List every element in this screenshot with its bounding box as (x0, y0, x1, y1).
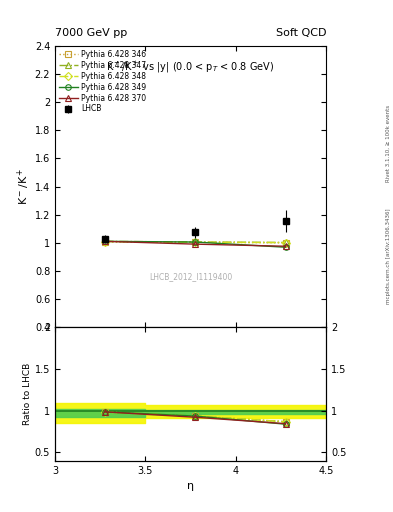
Pythia 6.428 370 (283, 243, 288, 249)
Legend: Pythia 6.428 346, Pythia 6.428 347, Pythia 6.428 348, Pythia 6.428 349, Pythia 6: Pythia 6.428 346, Pythia 6.428 347, Pyth… (57, 48, 148, 115)
Pythia 6.428 370 (102, 238, 107, 244)
Text: LHCB_2012_I1119400: LHCB_2012_I1119400 (149, 272, 232, 281)
X-axis label: η: η (187, 481, 194, 491)
Line: Pythia 6.428 370: Pythia 6.428 370 (102, 239, 288, 249)
Pythia 6.428 347 (283, 240, 288, 246)
Pythia 6.428 370 (193, 241, 197, 247)
Text: 7000 GeV pp: 7000 GeV pp (55, 28, 127, 38)
Text: Rivet 3.1.10, ≥ 100k events: Rivet 3.1.10, ≥ 100k events (386, 105, 391, 182)
Line: Pythia 6.428 348: Pythia 6.428 348 (102, 239, 288, 245)
Pythia 6.428 348 (193, 239, 197, 245)
Pythia 6.428 348 (283, 240, 288, 246)
Text: Soft QCD: Soft QCD (276, 28, 326, 38)
Pythia 6.428 346 (193, 239, 197, 245)
Y-axis label: K$^-$/K$^+$: K$^-$/K$^+$ (16, 168, 32, 205)
Pythia 6.428 346 (102, 239, 107, 245)
Line: Pythia 6.428 346: Pythia 6.428 346 (102, 239, 288, 246)
Pythia 6.428 348 (102, 239, 107, 245)
Pythia 6.428 349 (193, 239, 197, 245)
Text: K$^-$/K$^+$ vs |y| (0.0 < p$_T$ < 0.8 GeV): K$^-$/K$^+$ vs |y| (0.0 < p$_T$ < 0.8 Ge… (107, 60, 275, 75)
Pythia 6.428 347 (102, 238, 107, 244)
Line: Pythia 6.428 347: Pythia 6.428 347 (102, 239, 288, 245)
Y-axis label: Ratio to LHCB: Ratio to LHCB (23, 363, 32, 425)
Pythia 6.428 349 (283, 244, 288, 250)
Text: mcplots.cern.ch [arXiv:1306.3436]: mcplots.cern.ch [arXiv:1306.3436] (386, 208, 391, 304)
Line: Pythia 6.428 349: Pythia 6.428 349 (102, 239, 288, 250)
Pythia 6.428 347 (193, 239, 197, 245)
Pythia 6.428 346 (283, 240, 288, 246)
Pythia 6.428 349 (102, 238, 107, 244)
